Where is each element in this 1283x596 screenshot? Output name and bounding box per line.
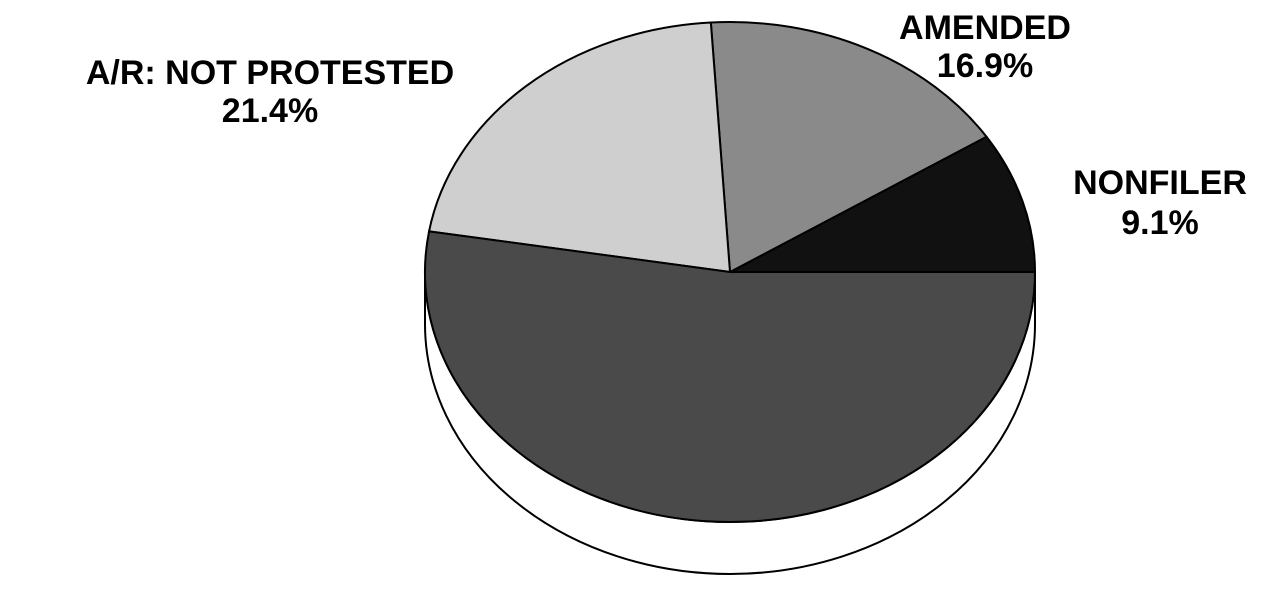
pie-slice	[424, 230, 1037, 523]
pie-slice	[427, 21, 732, 274]
slice-label: AMENDED	[899, 9, 1071, 47]
slice-value-label: 16.9%	[937, 47, 1033, 85]
slice-label: A/R: NOT PROTESTED	[86, 54, 454, 92]
slice-label: NONFILER	[1073, 164, 1247, 202]
pie-slice	[729, 135, 1037, 273]
pie-slice	[709, 21, 989, 274]
slice-value-label: 9.1%	[1121, 204, 1199, 242]
slice-value-label: 21.4%	[222, 92, 318, 130]
